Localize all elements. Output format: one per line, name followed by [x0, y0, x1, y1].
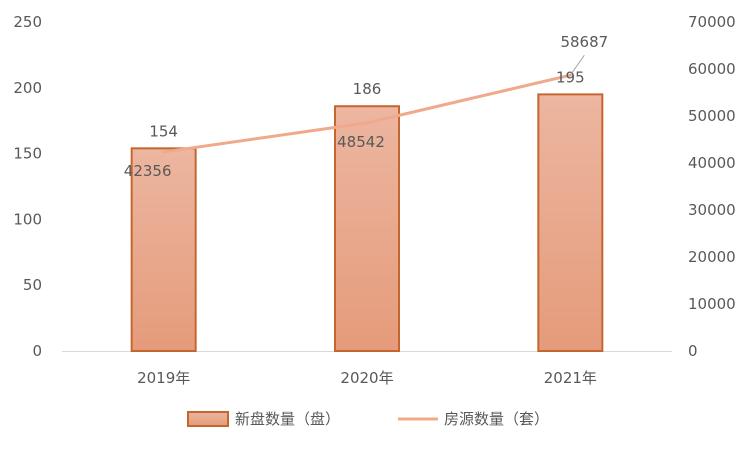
- x-category-label: 2020年: [340, 369, 393, 387]
- legend-label-bar: 新盘数量（盘）: [235, 410, 340, 428]
- y-right-tick-label: 0: [688, 342, 698, 360]
- bars-layer: [130, 93, 604, 352]
- bar-value-label: 186: [353, 80, 382, 98]
- line-value-label: 58687: [560, 33, 608, 51]
- line-value-label: 42356: [124, 162, 172, 180]
- bar: [130, 147, 197, 352]
- x-category-label: 2021年: [544, 369, 597, 387]
- labels-layer: 154 186 195 42356 48542 58687: [124, 33, 608, 180]
- legend-label-line: 房源数量（套）: [444, 410, 549, 428]
- x-category-label: 2019年: [137, 369, 190, 387]
- y-right-tick-label: 40000: [688, 154, 736, 172]
- line-value-label: 48542: [337, 133, 385, 151]
- bar-value-label: 195: [556, 68, 585, 86]
- y-left-tick-label: 100: [13, 210, 42, 228]
- y-right-tick-label: 30000: [688, 201, 736, 219]
- y-right-tick-label: 20000: [688, 248, 736, 266]
- y-right-tick-label: 50000: [688, 107, 736, 125]
- y-left-tick-label: 150: [13, 145, 42, 163]
- y-right-tick-label: 70000: [688, 13, 736, 31]
- y-left-tick-label: 0: [32, 342, 42, 360]
- line-layer: [162, 73, 572, 154]
- y-right-tick-label: 10000: [688, 295, 736, 313]
- bar-value-label: 154: [149, 122, 178, 140]
- legend: 新盘数量（盘） 房源数量（套）: [187, 410, 549, 428]
- y-left-tick-label: 50: [23, 276, 42, 294]
- y-left-tick-label: 250: [13, 13, 42, 31]
- bar: [334, 105, 400, 352]
- bar: [537, 93, 604, 352]
- y-right-tick-label: 60000: [688, 60, 736, 78]
- y-left-tick-label: 200: [13, 79, 42, 97]
- leader-line: [569, 54, 585, 76]
- series-line: [162, 73, 572, 154]
- axes-layer: 0 50 100 150 200 250 0 10000 20000 30000 40000 5000…: [13, 13, 735, 387]
- legend-swatch-bar: [187, 411, 229, 427]
